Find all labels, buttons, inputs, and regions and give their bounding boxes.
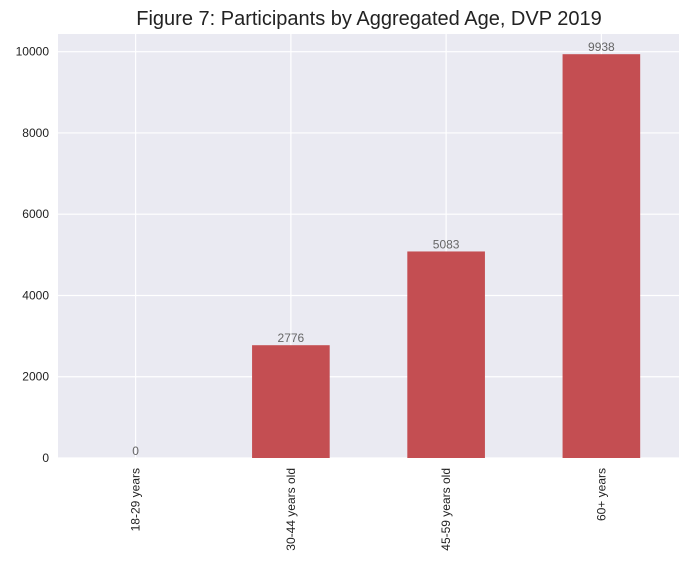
x-tick-label: 45-59 years old — [439, 468, 453, 551]
y-tick-label: 2000 — [22, 370, 49, 384]
x-tick-label: 60+ years — [594, 468, 608, 521]
y-tick-label: 10000 — [16, 45, 50, 59]
data-label: 9938 — [588, 40, 615, 54]
chart-title: Figure 7: Participants by Aggregated Age… — [136, 8, 602, 30]
y-tick-label: 0 — [42, 451, 49, 465]
x-axis: 18-29 years 30-44 years old 45-59 years ol… — [129, 468, 609, 551]
data-label: 5083 — [433, 237, 460, 251]
data-labels: 0 2776 5083 9938 — [132, 40, 615, 458]
bar — [252, 345, 330, 458]
y-tick-label: 4000 — [22, 288, 49, 302]
bar — [407, 251, 485, 458]
data-label: 2776 — [278, 331, 305, 345]
x-tick-label: 18-29 years — [129, 468, 143, 531]
y-tick-label: 8000 — [22, 126, 49, 140]
bars — [252, 54, 641, 459]
y-axis: 0 2000 4000 6000 8000 10000 — [16, 45, 50, 465]
y-tick-label: 6000 — [22, 207, 49, 221]
data-label: 0 — [132, 444, 139, 458]
x-tick-label: 30-44 years old — [284, 468, 298, 551]
bar — [562, 54, 641, 459]
